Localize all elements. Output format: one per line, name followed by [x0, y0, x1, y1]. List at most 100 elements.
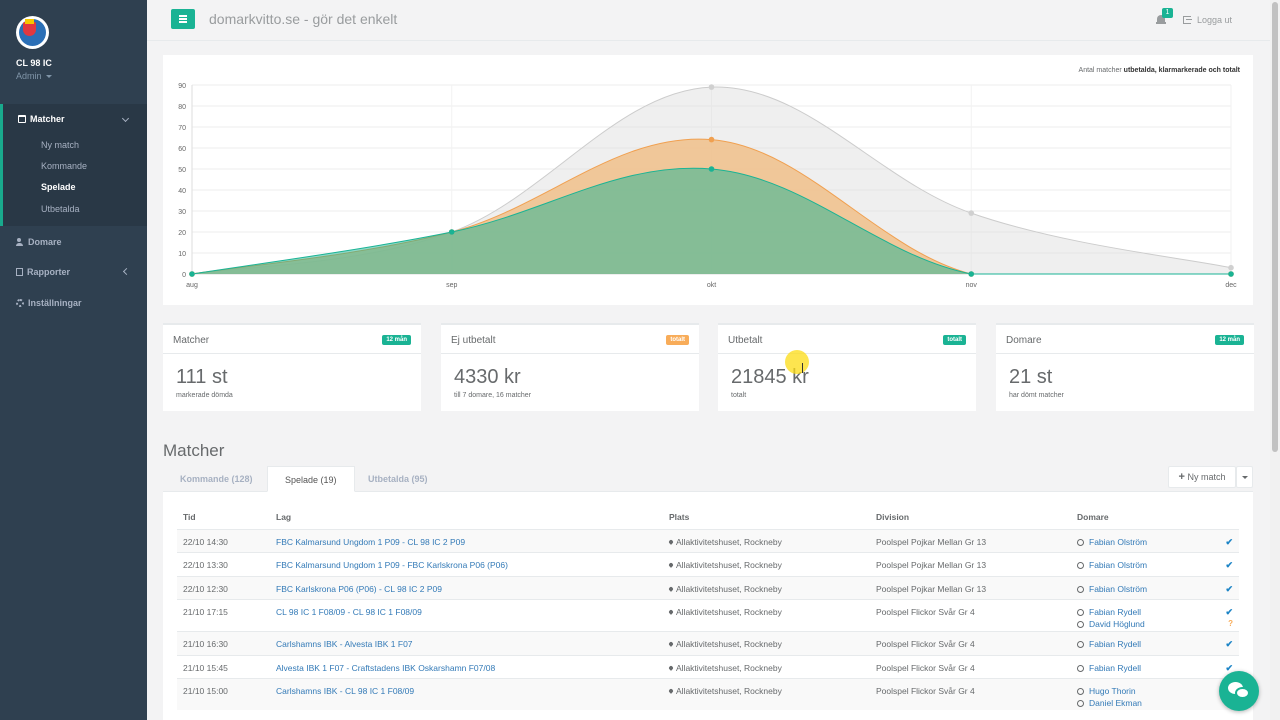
- plus-icon: +: [1178, 471, 1185, 483]
- cell-referees: Hugo Thorin Daniel Ekman: [1071, 678, 1206, 710]
- sign-out-icon: [1183, 16, 1192, 24]
- check-icon: ✔: [1225, 662, 1233, 673]
- matches-section-title: Matcher: [163, 441, 225, 460]
- tab-paid[interactable]: Utbetalda (95): [368, 474, 428, 484]
- map-marker-icon: [668, 641, 674, 647]
- match-link[interactable]: CL 98 IC 1 F08/09 - CL 98 IC 1 F08/09: [276, 607, 422, 617]
- cell-time: 22/10 12:30: [177, 575, 270, 600]
- cell-team: FBC Kalmarsund Ungdom 1 P09 - FBC Karlsk…: [270, 552, 663, 576]
- question-icon: ?: [1228, 619, 1233, 628]
- user-role-dropdown[interactable]: Admin: [16, 71, 53, 81]
- new-match-button[interactable]: + Ny match: [1168, 466, 1236, 488]
- match-link[interactable]: FBC Karlskrona P06 (P06) - CL 98 IC 2 P0…: [276, 583, 442, 594]
- sidebar-subitem-upcoming[interactable]: Kommande: [41, 161, 88, 171]
- sidebar-subitem-paid[interactable]: Utbetalda: [41, 204, 80, 214]
- map-marker-icon: [668, 562, 674, 568]
- cell-place: Allaktivitetshuset, Rockneby: [663, 678, 870, 710]
- match-link[interactable]: FBC Kalmarsund Ungdom 1 P09 - FBC Karlsk…: [276, 560, 508, 570]
- sidebar-item-label: Domare: [28, 237, 62, 247]
- data-point: [1228, 264, 1234, 271]
- cell-team: CL 98 IC 1 F08/09 - CL 98 IC 1 F08/09: [270, 599, 663, 632]
- chat-button[interactable]: [1219, 671, 1259, 711]
- y-tick-label: 90: [178, 83, 186, 90]
- card-title: Domare: [1006, 335, 1042, 346]
- tab-played[interactable]: Spelade (19): [267, 466, 355, 492]
- x-tick-label: dec: [1225, 282, 1237, 289]
- match-link[interactable]: Carlshamns IBK - Alvesta IBK 1 F07: [276, 639, 413, 649]
- data-point: [708, 136, 715, 143]
- logout-link[interactable]: Logga ut: [1183, 15, 1232, 25]
- match-link[interactable]: FBC Kalmarsund Ungdom 1 P09 - CL 98 IC 2…: [276, 536, 466, 547]
- sidebar-item-reports[interactable]: Rapporter: [16, 267, 131, 277]
- sidebar-item-matches[interactable]: Matcher: [18, 114, 130, 124]
- check-icon: ✔: [1225, 583, 1233, 594]
- new-match-dropdown-toggle[interactable]: [1236, 466, 1253, 488]
- data-point: [968, 271, 975, 277]
- column-header-division[interactable]: Division: [870, 506, 1071, 530]
- table-row[interactable]: 21/10 15:00 Carlshamns IBK - CL 98 IC 1 F…: [177, 678, 1239, 710]
- referee-link[interactable]: Fabian Rydell: [1089, 662, 1141, 673]
- match-link[interactable]: Carlshamns IBK - CL 98 IC 1 F08/09: [276, 686, 415, 696]
- column-header-place[interactable]: Plats: [663, 506, 870, 530]
- referee-link[interactable]: Fabian Rydell: [1089, 639, 1141, 649]
- table-row[interactable]: 22/10 14:30 FBC Kalmarsund Ungdom 1 P09 -…: [177, 528, 1239, 553]
- site-title: domarkvitto.se - gör det enkelt: [209, 11, 398, 27]
- scrollbar-thumb[interactable]: [1272, 2, 1278, 452]
- column-header-referee[interactable]: Domare: [1071, 506, 1206, 530]
- referee-link[interactable]: Daniel Ekman: [1089, 698, 1142, 708]
- cell-team: Carlshamns IBK - CL 98 IC 1 F08/09: [270, 678, 663, 710]
- y-tick-label: 50: [178, 167, 186, 174]
- map-marker-icon: [668, 538, 674, 545]
- cell-referees: Fabian Rydell: [1071, 654, 1206, 679]
- y-tick-label: 80: [178, 104, 186, 111]
- referee-link[interactable]: Hugo Thorin: [1089, 686, 1136, 696]
- sidebar-subitem-new-match[interactable]: Ny match: [41, 140, 80, 150]
- sidebar-item-referees[interactable]: Domare: [16, 237, 62, 247]
- match-link[interactable]: Alvesta IBK 1 F07 - Craftstadens IBK Osk…: [276, 662, 496, 673]
- cell-division: Poolspel Flickor Svår Gr 4: [870, 678, 1071, 710]
- bell-icon[interactable]: [1156, 14, 1166, 25]
- referee-link[interactable]: Fabian Olström: [1089, 560, 1148, 570]
- map-marker-icon: [668, 688, 674, 694]
- club-name: CL 98 IC: [16, 58, 52, 68]
- matches-table: Tid Lag Plats Division Domare 22/10 14:3…: [177, 506, 1239, 710]
- sidebar-item-settings[interactable]: Inställningar: [16, 298, 82, 308]
- column-header-team[interactable]: Lag: [270, 506, 663, 530]
- cell-place: Allaktivitetshuset, Rockneby: [663, 528, 870, 553]
- cell-division: Poolspel Pojkar Mellan Gr 13: [870, 528, 1071, 553]
- cell-team: FBC Kalmarsund Ungdom 1 P09 - CL 98 IC 2…: [270, 528, 663, 553]
- referee-link[interactable]: David Höglund: [1089, 619, 1145, 629]
- referee-link[interactable]: Fabian Rydell: [1089, 607, 1141, 617]
- x-tick-label: sep: [446, 282, 457, 289]
- card-subtitle: totalt: [731, 392, 747, 399]
- map-marker-icon: [668, 664, 674, 671]
- sidebar-subitem-played[interactable]: Spelade: [41, 182, 76, 192]
- cell-place: Allaktivitetshuset, Rockneby: [663, 575, 870, 600]
- club-logo[interactable]: [16, 16, 49, 49]
- table-row[interactable]: 21/10 17:15 CL 98 IC 1 F08/09 - CL 98 IC …: [177, 599, 1239, 632]
- tab-upcoming[interactable]: Kommande (128): [180, 474, 253, 484]
- referee-link[interactable]: Fabian Olström: [1089, 583, 1148, 594]
- menu-toggle-button[interactable]: [171, 9, 195, 29]
- check-icon: ✔: [1225, 639, 1233, 649]
- gear-icon: [16, 299, 24, 307]
- x-tick-label: nov: [966, 282, 978, 289]
- column-header-time[interactable]: Tid: [177, 506, 270, 530]
- button-label: Ny match: [1187, 472, 1226, 482]
- cell-team: Carlshamns IBK - Alvesta IBK 1 F07: [270, 631, 663, 655]
- cell-place: Allaktivitetshuset, Rockneby: [663, 654, 870, 679]
- table-row[interactable]: 21/10 15:45 Alvesta IBK 1 F07 - Craftstad…: [177, 654, 1239, 679]
- cell-time: 21/10 15:00: [177, 678, 270, 710]
- cursor-highlight: [785, 350, 809, 374]
- page-scrollbar[interactable]: [1270, 0, 1280, 720]
- table-row[interactable]: 21/10 16:30 Carlshamns IBK - Alvesta IBK …: [177, 631, 1239, 655]
- table-row[interactable]: 22/10 12:30 FBC Karlskrona P06 (P06) - CL…: [177, 575, 1239, 600]
- card-title: Matcher: [173, 335, 210, 346]
- check-icon: ✔: [1225, 560, 1233, 570]
- y-tick-label: 20: [178, 230, 186, 237]
- referee-link[interactable]: Fabian Olström: [1089, 536, 1148, 547]
- notification-badge: 1: [1162, 8, 1173, 18]
- cell-status: ✔?: [1206, 599, 1239, 632]
- chart-svg: 0 10 20 30 40 50 60 70 80 90 aug sep okt nov dec: [178, 83, 1237, 289]
- table-row[interactable]: 22/10 13:30 FBC Kalmarsund Ungdom 1 P09 -…: [177, 552, 1239, 576]
